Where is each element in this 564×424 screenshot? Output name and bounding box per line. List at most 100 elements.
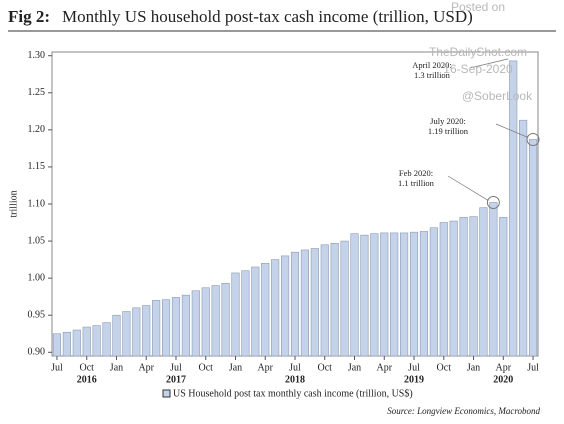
- bar: [320, 244, 329, 357]
- y-tick-label: 1.30: [28, 50, 46, 61]
- bar: [211, 285, 220, 357]
- bar: [360, 234, 369, 357]
- bar: [449, 220, 458, 357]
- x-year-label: 2020: [493, 374, 513, 385]
- x-year-label: 2016: [77, 374, 97, 385]
- bar: [281, 255, 290, 357]
- bar: [390, 232, 399, 357]
- y-axis-label: trillion: [8, 190, 19, 217]
- x-year-label: 2017: [166, 374, 186, 385]
- watermark: Posted on: [451, 0, 505, 14]
- x-tick-label: Apr: [138, 362, 154, 373]
- bar: [122, 311, 131, 357]
- bar: [400, 232, 409, 357]
- bar: [290, 251, 300, 357]
- annotation-arrow: [469, 58, 509, 69]
- bar: [380, 232, 389, 357]
- annotation-text: Feb 2020:: [399, 168, 433, 178]
- x-tick-label: Oct: [79, 362, 94, 373]
- x-tick-label: Jan: [229, 362, 242, 373]
- bar: [528, 139, 538, 357]
- annotation-circle: [486, 196, 500, 210]
- bar: [409, 231, 419, 357]
- bar: [509, 60, 518, 357]
- bar: [102, 322, 111, 357]
- bar: [370, 233, 379, 357]
- annotation-arrow: [447, 175, 489, 201]
- x-year-label: 2018: [285, 374, 305, 385]
- y-tick-label: 0.95: [28, 310, 46, 321]
- watermark: TheDailyShot.com: [429, 45, 527, 59]
- bar: [251, 266, 260, 357]
- watermark: 16-Sep-2020: [443, 62, 513, 76]
- x-tick-label: Jul: [51, 362, 63, 373]
- bar: [181, 294, 190, 357]
- annotation-arrow: [495, 123, 529, 138]
- bar: [231, 272, 240, 357]
- bar: [499, 217, 508, 357]
- annotation-circle: [526, 132, 540, 146]
- x-tick-label: Jul: [527, 362, 539, 373]
- y-tick-label: 1.20: [28, 124, 46, 135]
- x-tick-label: Apr: [496, 362, 512, 373]
- annotation-text: 1.1 trillion: [398, 178, 435, 188]
- bar: [350, 233, 359, 357]
- annotation-text: April 2020:: [412, 60, 451, 70]
- x-year-label: 2019: [404, 374, 424, 385]
- bar: [132, 307, 141, 357]
- bar: [62, 331, 71, 357]
- annotation-text: 1.3 trillion: [414, 70, 451, 80]
- x-tick-label: Oct: [318, 362, 333, 373]
- y-tick-label: 1.25: [28, 87, 46, 98]
- bar: [52, 333, 62, 357]
- y-tick-label: 1.00: [28, 272, 46, 283]
- y-tick-label: 0.90: [28, 347, 46, 358]
- bar: [261, 263, 270, 357]
- bar: [82, 326, 91, 357]
- x-tick-label: Jul: [289, 362, 301, 373]
- bar: [340, 240, 349, 357]
- bar: [152, 300, 161, 357]
- bar: [142, 305, 151, 357]
- y-tick-label: 1.05: [28, 235, 46, 246]
- x-tick-label: Apr: [257, 362, 273, 373]
- figure-label: Fig 2:: [8, 7, 50, 26]
- bar: [191, 290, 200, 357]
- annotation-text: July 2020:: [430, 116, 466, 126]
- x-tick-label: Jan: [348, 362, 361, 373]
- bar: [161, 299, 171, 357]
- bar: [221, 283, 230, 357]
- bar: [92, 325, 101, 357]
- bar: [419, 231, 429, 357]
- x-tick-label: Apr: [376, 362, 392, 373]
- bar: [479, 207, 488, 357]
- bar: [310, 248, 319, 357]
- y-tick-label: 1.10: [28, 198, 46, 209]
- bar: [519, 119, 528, 357]
- annotation-text: 1.19 trillion: [428, 126, 469, 136]
- bar: [489, 202, 498, 357]
- bar: [439, 222, 448, 357]
- bar: [330, 242, 339, 357]
- y-tick-label: 1.15: [28, 161, 46, 172]
- bar: [459, 217, 468, 357]
- source: Source: Longview Economics, Macrobond: [387, 406, 540, 416]
- bar: [201, 287, 210, 357]
- bar: [469, 216, 478, 357]
- x-tick-label: Oct: [437, 362, 452, 373]
- chart-title: Monthly US household post-tax cash incom…: [62, 7, 473, 26]
- legend-swatch: [162, 389, 171, 398]
- bar: [171, 297, 181, 357]
- legend-label: US Household post tax monthly cash incom…: [173, 388, 413, 399]
- bar: [241, 270, 250, 357]
- bar: [112, 314, 121, 357]
- x-tick-label: Jan: [110, 362, 123, 373]
- x-tick-label: Jan: [467, 362, 480, 373]
- watermark: @SoberLook: [462, 89, 533, 103]
- x-tick-label: Oct: [199, 362, 214, 373]
- bar: [271, 259, 280, 357]
- bar: [72, 329, 81, 357]
- x-tick-label: Jul: [170, 362, 182, 373]
- bar: [429, 227, 438, 357]
